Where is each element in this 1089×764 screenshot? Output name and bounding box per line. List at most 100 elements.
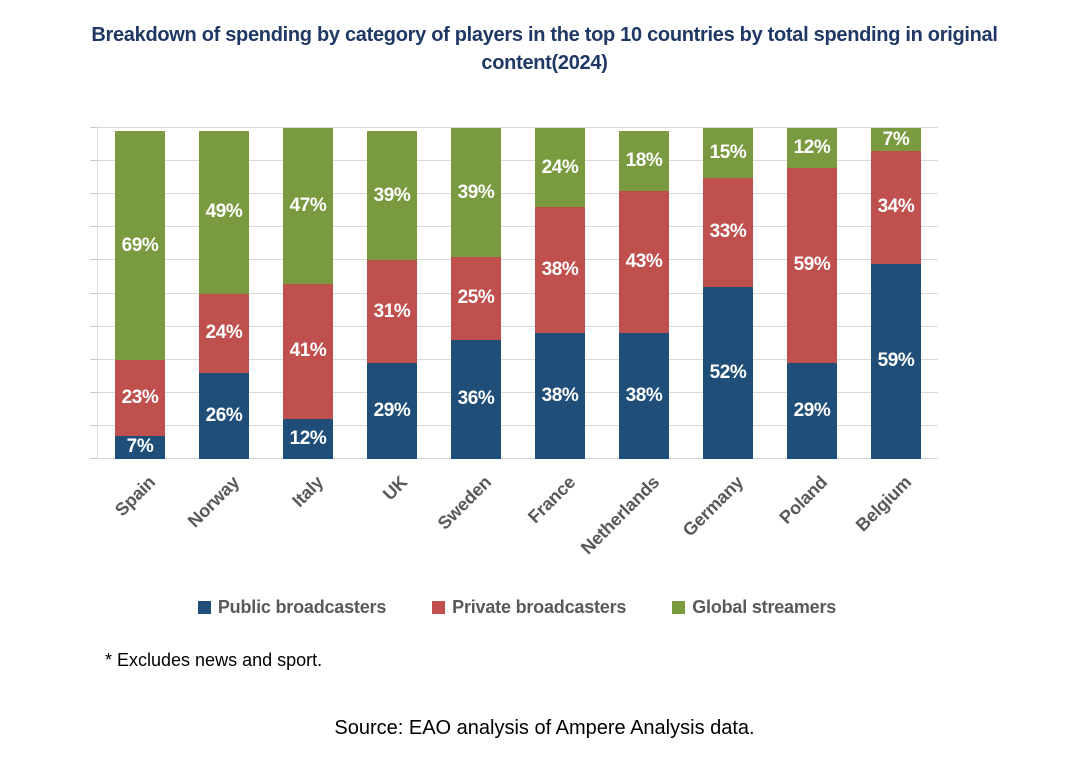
segment-netherlands-global-streamers: 18% — [619, 131, 669, 191]
data-label: 7% — [126, 436, 154, 458]
axis-tick-80 — [90, 193, 98, 195]
data-label: 25% — [457, 287, 495, 309]
data-label: 38% — [541, 385, 579, 407]
axis-tick-60 — [90, 259, 98, 261]
chart-title: Breakdown of spending by category of pla… — [91, 24, 998, 74]
legend-swatch-icon — [672, 601, 686, 614]
data-label: 49% — [205, 201, 243, 223]
segment-poland-private-broadcasters: 59% — [787, 167, 837, 364]
data-label: 12% — [289, 428, 327, 450]
axis-tick-20 — [90, 391, 98, 393]
data-label: 15% — [709, 141, 747, 163]
segment-germany-global-streamers: 15% — [703, 128, 753, 178]
gridline-50 — [98, 292, 938, 294]
data-label: 59% — [877, 350, 915, 372]
data-label: 18% — [625, 150, 663, 172]
segment-netherlands-private-broadcasters: 43% — [619, 190, 669, 334]
axis-tick-50 — [90, 292, 98, 294]
segment-norway-global-streamers: 49% — [199, 131, 249, 294]
data-label: 23% — [121, 386, 159, 408]
segment-norway-public-broadcasters: 26% — [199, 372, 249, 459]
segment-italy-global-streamers: 47% — [283, 128, 333, 284]
bar-netherlands: 18% 43% 38% — [619, 128, 669, 459]
segment-sweden-global-streamers: 39% — [451, 128, 501, 258]
segment-poland-public-broadcasters: 29% — [787, 363, 837, 459]
data-label: 29% — [373, 400, 411, 421]
segment-sweden-private-broadcasters: 25% — [451, 257, 501, 340]
data-label: 38% — [541, 259, 579, 281]
data-label: 31% — [373, 300, 411, 322]
footnote: * Excludes news and sport. — [105, 650, 323, 670]
legend-label: Private broadcasters — [452, 597, 627, 617]
segment-uk-private-broadcasters: 31% — [367, 260, 417, 364]
bar-belgium: 7% 34% 59% — [871, 128, 921, 459]
gridline-0 — [98, 458, 938, 459]
data-label: 34% — [877, 196, 915, 218]
data-label: 52% — [709, 361, 747, 383]
segment-spain-private-broadcasters: 23% — [115, 359, 165, 436]
data-label: 41% — [289, 340, 327, 362]
axis-tick-30 — [90, 358, 98, 360]
data-label: 26% — [205, 404, 243, 426]
segment-france-private-broadcasters: 38% — [535, 207, 585, 334]
legend-item-public-broadcasters: Public broadcasters — [197, 597, 387, 618]
axis-tick-40 — [90, 325, 98, 327]
data-label: 59% — [793, 254, 831, 276]
segment-belgium-public-broadcasters: 59% — [871, 263, 921, 459]
bar-italy: 47% 41% 12% — [283, 128, 333, 459]
data-label: 39% — [373, 184, 411, 206]
segment-italy-private-broadcasters: 41% — [283, 283, 333, 420]
axis-tick-70 — [90, 226, 98, 228]
gridline-60 — [98, 259, 938, 261]
segment-spain-global-streamers: 69% — [115, 131, 165, 360]
data-label: 69% — [121, 234, 159, 256]
bar-uk: 39% 31% 29% — [367, 128, 417, 459]
data-label: 12% — [793, 136, 831, 158]
bar-spain: 69% 23% 7% — [115, 128, 165, 459]
axis-tick-100 — [90, 127, 98, 128]
data-label: 43% — [625, 251, 663, 273]
legend-item-global-streamers: Global streamers — [672, 597, 836, 618]
x-axis-labels: Spain Norway Italy UK Sweden France Netherland… — [97, 462, 937, 558]
segment-netherlands-public-broadcasters: 38% — [619, 333, 669, 459]
legend: Public broadcasters Private broadcasters G… — [97, 597, 937, 618]
segment-uk-global-streamers: 39% — [367, 131, 417, 261]
gridline-80 — [98, 193, 938, 195]
data-label: 39% — [457, 181, 495, 203]
data-label: 38% — [625, 385, 663, 407]
data-label: 29% — [793, 400, 831, 421]
segment-belgium-private-broadcasters: 34% — [871, 151, 921, 264]
bar-germany: 15% 33% 52% — [703, 128, 753, 459]
bar-france: 24% 38% 38% — [535, 128, 585, 459]
data-label: 24% — [541, 156, 579, 178]
gridline-70 — [98, 226, 938, 228]
segment-spain-public-broadcasters: 7% — [115, 435, 165, 459]
segment-norway-private-broadcasters: 24% — [199, 293, 249, 373]
segment-france-global-streamers: 24% — [535, 128, 585, 208]
data-label: 33% — [709, 221, 747, 243]
axis-tick-90 — [90, 160, 98, 162]
gridline-20 — [98, 391, 938, 393]
data-label: 24% — [205, 322, 243, 344]
data-label: 36% — [457, 388, 495, 410]
segment-germany-public-broadcasters: 52% — [703, 286, 753, 459]
bar-sweden: 39% 25% 36% — [451, 128, 501, 459]
axis-tick-0 — [90, 458, 98, 459]
segment-germany-private-broadcasters: 33% — [703, 177, 753, 287]
segment-belgium-global-streamers: 7% — [871, 128, 921, 152]
segment-poland-global-streamers: 12% — [787, 128, 837, 168]
segment-uk-public-broadcasters: 29% — [367, 363, 417, 459]
data-label: 7% — [882, 128, 910, 150]
legend-swatch-icon — [197, 601, 211, 614]
segment-france-public-broadcasters: 38% — [535, 333, 585, 459]
axis-tick-10 — [90, 424, 98, 426]
legend-swatch-icon — [432, 601, 446, 614]
segment-sweden-public-broadcasters: 36% — [451, 339, 501, 459]
legend-label: Global streamers — [692, 597, 837, 617]
legend-label: Public broadcasters — [217, 597, 387, 617]
gridline-30 — [98, 358, 938, 360]
plot-area: 69% 23% 7% 49% 24% 26% 47% 41% 12% 39% 31% 29% 39% 25… — [90, 127, 938, 459]
bar-poland: 12% 59% 29% — [787, 128, 837, 459]
source-attribution: Source: EAO analysis of Ampere Analysis … — [334, 717, 755, 739]
